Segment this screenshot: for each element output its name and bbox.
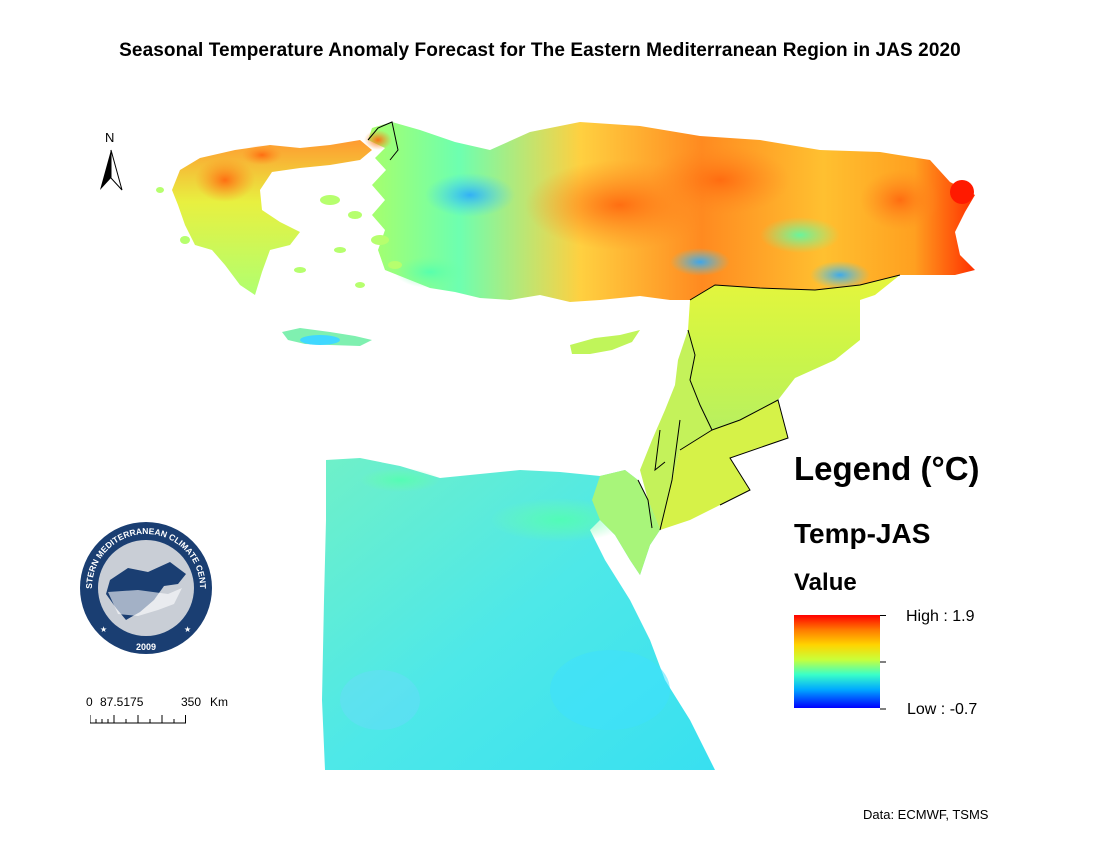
legend-low-label: Low : -0.7 bbox=[907, 701, 978, 718]
legend-color-ramp bbox=[794, 615, 880, 708]
country-borders bbox=[367, 121, 901, 531]
emcc-logo: 2009 ★ ★ EASTERN MEDITERRANEAN CLIMATE C… bbox=[78, 520, 214, 656]
svg-text:★: ★ bbox=[184, 625, 191, 634]
scale-tick-0: 0 bbox=[86, 695, 93, 709]
legend-title: Legend (°C) bbox=[794, 450, 980, 487]
map-title: Seasonal Temperature Anomaly Forecast fo… bbox=[119, 40, 961, 61]
scale-unit: Km bbox=[210, 695, 228, 709]
north-arrow-icon bbox=[100, 149, 123, 191]
svg-text:★: ★ bbox=[100, 625, 107, 634]
region-cyprus bbox=[570, 330, 640, 354]
legend-ramp-ticks bbox=[880, 615, 886, 710]
north-label: N bbox=[105, 130, 115, 145]
legend-layer-name: Temp-JAS bbox=[794, 518, 931, 549]
logo-year: 2009 bbox=[136, 642, 156, 652]
region-sinai bbox=[592, 470, 660, 575]
scale-tick-mid: 87.5175 bbox=[100, 695, 144, 709]
scale-bar bbox=[90, 715, 186, 724]
region-levant-coast bbox=[640, 330, 712, 530]
aegean-islands bbox=[156, 187, 402, 288]
region-syria bbox=[688, 275, 900, 430]
legend-high-label: High : 1.9 bbox=[906, 608, 975, 625]
region-jordan bbox=[660, 400, 788, 530]
legend-field-name: Value bbox=[794, 569, 857, 596]
scale-tick-end: 350 bbox=[181, 695, 202, 709]
data-source: Data: ECMWF, TSMS bbox=[863, 807, 989, 822]
